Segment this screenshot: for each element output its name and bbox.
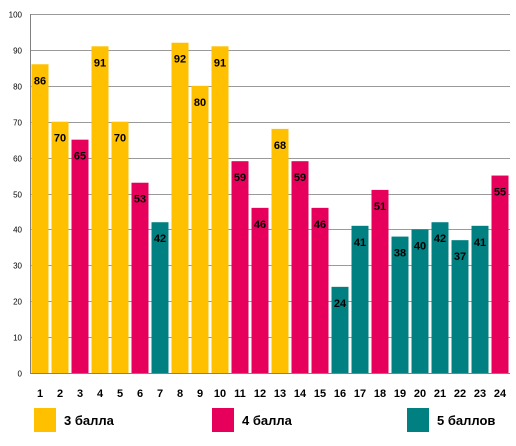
x-tick-label-22: 22	[454, 388, 466, 400]
bar-1	[31, 64, 49, 373]
bar-23	[471, 225, 489, 373]
y-tick-label: 40	[13, 226, 22, 235]
data-label-1: 86	[34, 75, 46, 87]
y-tick-label: 0	[18, 370, 23, 379]
gridlines	[30, 14, 510, 374]
data-label-10: 91	[214, 57, 226, 69]
bar-12	[251, 207, 269, 373]
bar-11	[231, 161, 249, 373]
legend-swatch-5	[407, 408, 429, 432]
data-label-4: 91	[94, 57, 106, 69]
x-tick-label-24: 24	[494, 388, 507, 400]
bar-16	[331, 286, 349, 373]
bar-15	[311, 207, 329, 373]
bar-19	[391, 236, 409, 373]
data-label-14: 59	[294, 172, 306, 184]
legend-label-5: 5 баллов	[437, 412, 496, 428]
data-label-15: 46	[314, 219, 326, 231]
data-label-8: 92	[174, 54, 186, 66]
data-label-7: 42	[154, 233, 166, 245]
data-label-13: 68	[274, 140, 286, 152]
x-tick-label-7: 7	[157, 388, 163, 400]
legend-label-3: 3 балла	[64, 412, 114, 428]
y-tick-label: 50	[13, 191, 22, 200]
data-label-22: 37	[454, 251, 466, 263]
data-label-21: 42	[434, 233, 446, 245]
x-tick-label-16: 16	[334, 388, 346, 400]
x-tick-label-8: 8	[177, 388, 183, 400]
legend-label-4: 4 балла	[242, 412, 292, 428]
x-tick-label-11: 11	[234, 388, 246, 400]
bar-18	[371, 189, 389, 373]
legend-item-4-balla: 4 балла	[212, 406, 292, 434]
data-label-9: 80	[194, 97, 206, 109]
data-label-16: 24	[334, 298, 347, 310]
legend-swatch-3	[34, 408, 56, 432]
bar-14	[291, 161, 309, 373]
data-label-23: 41	[474, 237, 486, 249]
x-tick-label-17: 17	[354, 388, 366, 400]
data-label-19: 38	[394, 248, 406, 260]
x-tick-label-2: 2	[57, 388, 63, 400]
x-tick-label-10: 10	[214, 388, 226, 400]
bars	[31, 42, 509, 374]
data-label-17: 41	[354, 237, 366, 249]
data-label-18: 51	[374, 201, 386, 213]
bar-17	[351, 225, 369, 373]
bar-2	[51, 121, 69, 373]
x-tick-label-12: 12	[254, 388, 266, 400]
data-label-2: 70	[54, 133, 66, 145]
x-tick-label-13: 13	[274, 388, 286, 400]
bar-13	[271, 128, 289, 373]
bar-20	[411, 229, 429, 373]
bar-10	[211, 46, 229, 374]
x-tick-label-20: 20	[414, 388, 426, 400]
bar-21	[431, 222, 449, 373]
x-tick-label-21: 21	[434, 388, 446, 400]
x-tick-label-15: 15	[314, 388, 326, 400]
x-tick-label-1: 1	[37, 388, 43, 400]
y-axis-ticks: 0 10 20 30 40 50 60 70 80 90 100	[9, 11, 23, 379]
x-tick-label-9: 9	[197, 388, 203, 400]
legend-item-5-ballov: 5 баллов	[407, 406, 495, 434]
bar-24	[491, 175, 509, 373]
bar-3	[71, 139, 89, 373]
x-tick-label-3: 3	[77, 388, 83, 400]
bar-5	[111, 121, 129, 373]
data-label-5: 70	[114, 133, 126, 145]
x-axis-ticks: 1 2 3 4 5 6 7 8 9 10 11 12 13 14 15 16 17 18 19 20 21 22 23 24	[37, 388, 507, 400]
y-tick-label: 80	[13, 83, 22, 92]
y-tick-label: 60	[13, 155, 22, 164]
y-tick-label: 20	[13, 298, 22, 307]
data-labels: 86 70 65 91 70 53 42 92 80 91 59 46 68 59 46 24 41 51 38 40…	[34, 54, 506, 310]
x-tick-label-19: 19	[394, 388, 406, 400]
bar-22	[451, 240, 469, 373]
bar-6	[131, 182, 149, 373]
data-label-24: 55	[494, 187, 506, 199]
legend-swatch-4	[212, 408, 234, 432]
data-label-12: 46	[254, 219, 266, 231]
x-tick-label-5: 5	[117, 388, 123, 400]
bar-4	[91, 46, 109, 374]
x-tick-label-23: 23	[474, 388, 486, 400]
data-label-20: 40	[414, 240, 426, 252]
bar-7	[151, 222, 169, 373]
x-tick-label-4: 4	[97, 388, 104, 400]
data-label-3: 65	[74, 151, 86, 163]
x-tick-label-14: 14	[294, 388, 307, 400]
x-tick-label-18: 18	[374, 388, 386, 400]
y-tick-label: 70	[13, 119, 22, 128]
bar-8	[171, 42, 189, 373]
data-label-6: 53	[134, 194, 146, 206]
legend-item-3-balla: 3 балла	[34, 406, 114, 434]
x-tick-label-6: 6	[137, 388, 143, 400]
y-tick-label: 100	[9, 11, 23, 20]
y-tick-label: 30	[13, 262, 22, 271]
y-tick-label: 10	[13, 334, 22, 343]
bar-9	[191, 85, 209, 374]
data-label-11: 59	[234, 172, 246, 184]
y-tick-label: 90	[13, 47, 22, 56]
